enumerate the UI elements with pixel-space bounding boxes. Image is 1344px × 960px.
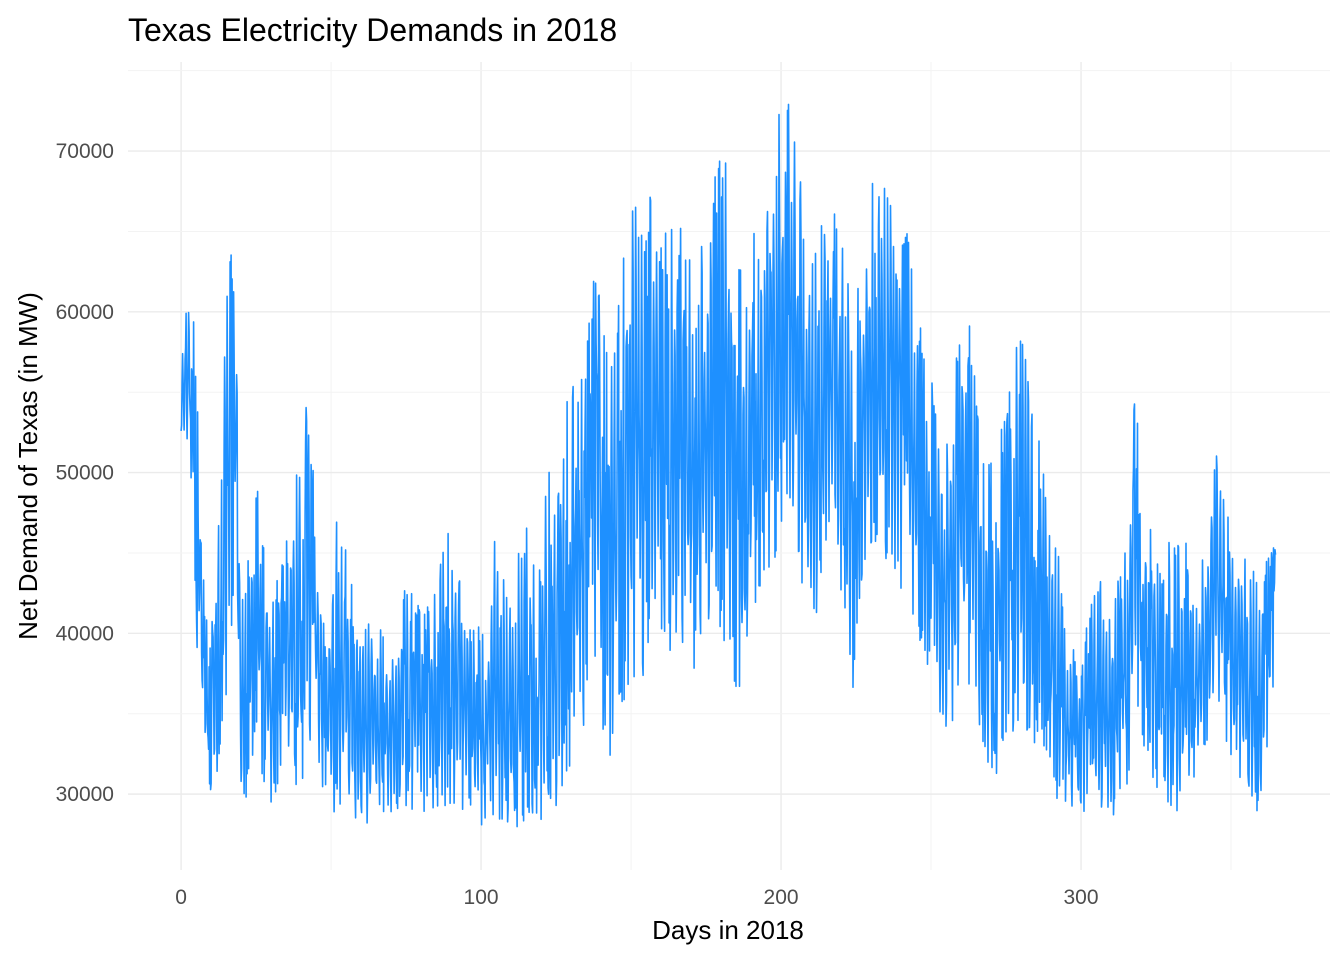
y-tick-label: 40000 [56,622,114,645]
y-tick-label: 30000 [56,783,114,806]
x-tick-label: 300 [1063,886,1098,909]
chart-title: Texas Electricity Demands in 2018 [128,12,617,48]
y-tick-label: 50000 [56,462,114,485]
y-axis-ticks: 30000 40000 50000 60000 70000 [56,140,114,806]
x-axis-ticks: 0 100 200 300 [175,886,1098,909]
y-tick-label: 70000 [56,140,114,163]
y-axis-label: Net Demand of Texas (in MW) [13,292,43,640]
x-tick-label: 0 [175,886,187,909]
x-tick-label: 100 [464,886,499,909]
y-tick-label: 60000 [56,301,114,324]
series [180,103,1277,828]
x-axis-label: Days in 2018 [652,915,804,945]
x-tick-label: 200 [764,886,799,909]
series-line [180,103,1277,828]
